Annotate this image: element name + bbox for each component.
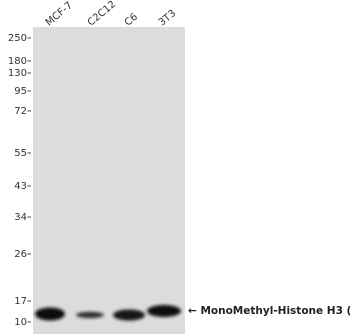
marker-label: 26	[14, 249, 27, 260]
marker-label: 180	[8, 56, 27, 67]
marker-label: 17	[14, 296, 27, 307]
band	[147, 305, 181, 317]
marker-label: 130	[8, 68, 27, 79]
lane-label: 3T3	[157, 8, 179, 29]
marker-label: 43	[14, 181, 27, 192]
western-blot-figure: MCF-7 C2C12 C6 3T3 250 180130 95 72 55 43 34 26 17 1…	[0, 0, 352, 334]
blot-membrane	[33, 27, 185, 334]
marker-label: 250	[8, 33, 27, 44]
band-label: ← MonoMethyl-Histone H3 (Lys9)	[188, 305, 352, 317]
lane-label: C6	[123, 12, 140, 29]
marker-label: 55	[14, 148, 27, 159]
lane-labels: MCF-7 C2C12 C6 3T3	[44, 0, 179, 29]
band	[113, 310, 145, 321]
marker-label: 95	[14, 86, 27, 97]
marker-label: 34	[14, 212, 27, 223]
band	[76, 312, 104, 318]
page: MCF-7 C2C12 C6 3T3 250 180130 95 72 55 43 34 26 17 1…	[0, 0, 352, 334]
band	[35, 308, 65, 321]
marker-label: 72	[14, 106, 27, 117]
lane-label: C2C12	[86, 0, 118, 29]
marker-label: 10	[14, 317, 27, 328]
lane-label: MCF-7	[44, 0, 75, 29]
